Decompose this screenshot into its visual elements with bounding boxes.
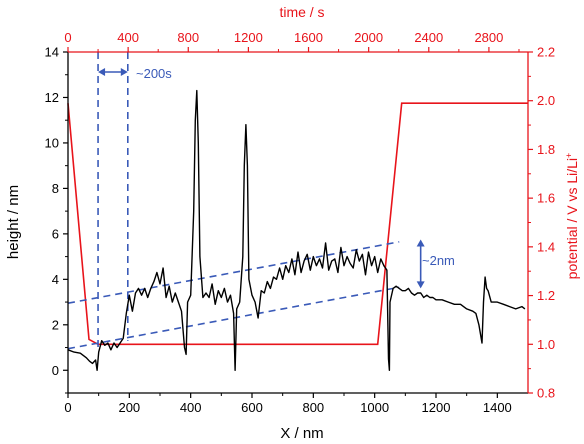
height-series-layer: [67, 89, 526, 371]
height-profile-line: [67, 89, 526, 371]
left-tick-label: 8: [52, 181, 59, 196]
annotation-guides: [67, 52, 425, 350]
top-tick-label: 2800: [474, 30, 503, 45]
bottom-tick-label: 1400: [483, 400, 512, 415]
axes: [63, 47, 533, 398]
top-axis-title: time / s: [279, 4, 324, 20]
left-tick-label: 0: [52, 363, 59, 378]
bottom-tick-label: 200: [118, 400, 140, 415]
left-tick-label: 6: [52, 226, 59, 241]
left-tick-label: 2: [52, 317, 59, 332]
arrowhead-up: [416, 239, 425, 247]
left-tick-label: 12: [45, 90, 59, 105]
potential-line: [67, 102, 528, 346]
arrowhead-right: [120, 68, 128, 76]
arrowhead-left: [98, 68, 106, 76]
top-tick-label: 2000: [354, 30, 383, 45]
left-tick-label: 4: [52, 272, 59, 287]
potential-series-layer: [67, 102, 528, 346]
right-axis-title-main: potential / V vs Li/Li: [564, 158, 580, 279]
left-tick-label: 10: [45, 135, 59, 150]
annotation-2nm: ~2nm: [422, 253, 455, 268]
bottom-tick-label: 400: [180, 400, 202, 415]
top-tick-label: 1600: [294, 30, 323, 45]
top-tick-label: 0: [64, 30, 71, 45]
right-tick-label: 1.8: [537, 142, 555, 157]
top-tick-label: 400: [117, 30, 139, 45]
annotation-200s: ~200s: [136, 66, 172, 81]
top-tick-label: 800: [177, 30, 199, 45]
bottom-tick-label: 1200: [422, 400, 451, 415]
right-tick-label: 1.4: [537, 239, 555, 254]
bottom-tick-label: 0: [64, 400, 71, 415]
tick-labels: 0 200 400 600 800 1000 1200 1400 0 2 4 6 8 10 12 14 0 400…: [45, 30, 556, 415]
bottom-tick-label: 800: [302, 400, 324, 415]
y-axis-title: height / nm: [5, 185, 22, 259]
right-tick-label: 1.0: [537, 337, 555, 352]
right-tick-label: 2.2: [537, 45, 555, 60]
left-tick-label: 14: [45, 45, 59, 60]
baseline-trend-upper: [67, 241, 400, 304]
top-tick-label: 2400: [414, 30, 443, 45]
x-axis-title: X / nm: [280, 425, 323, 442]
arrowhead-down: [416, 281, 425, 289]
right-axis-title: potential / V vs Li/Li+: [564, 153, 580, 280]
right-tick-label: 2.0: [537, 93, 555, 108]
bottom-tick-label: 600: [241, 400, 263, 415]
right-tick-label: 0.8: [537, 386, 555, 401]
right-axis-title-sup: +: [564, 153, 574, 158]
right-tick-label: 1.6: [537, 191, 555, 206]
right-tick-label: 1.2: [537, 288, 555, 303]
top-tick-label: 1200: [234, 30, 263, 45]
bottom-tick-label: 1000: [360, 400, 389, 415]
